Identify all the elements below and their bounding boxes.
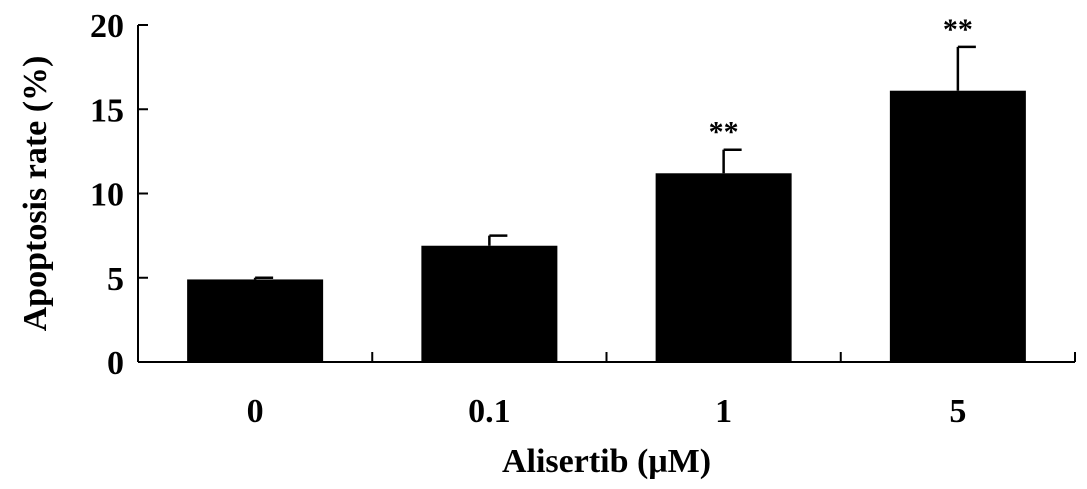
bar-0.1 [421, 245, 558, 362]
y-axis: 0 5 10 15 20 [90, 8, 148, 382]
bar-5 [889, 90, 1026, 362]
x-axis-title: Alisertib (μM) [502, 443, 711, 480]
significance-marker: ** [709, 116, 739, 149]
y-tick-label: 20 [90, 8, 124, 45]
x-tick-label: 0 [247, 393, 264, 430]
bar-0 [187, 279, 324, 362]
y-axis-title: Apoptosis rate (%) [17, 56, 54, 332]
y-tick-label: 10 [90, 177, 124, 214]
bars: ** ** [187, 13, 1026, 362]
y-tick-label: 5 [107, 261, 124, 298]
x-axis: 0 0.1 1 5 [138, 352, 1076, 430]
x-tick-label: 0.1 [468, 393, 511, 430]
x-tick-label: 1 [715, 393, 732, 430]
x-tick-label: 5 [949, 393, 966, 430]
bar-1 [655, 173, 792, 362]
y-tick-label: 15 [90, 92, 124, 129]
significance-marker: ** [943, 13, 973, 46]
y-tick-label: 0 [107, 345, 124, 382]
